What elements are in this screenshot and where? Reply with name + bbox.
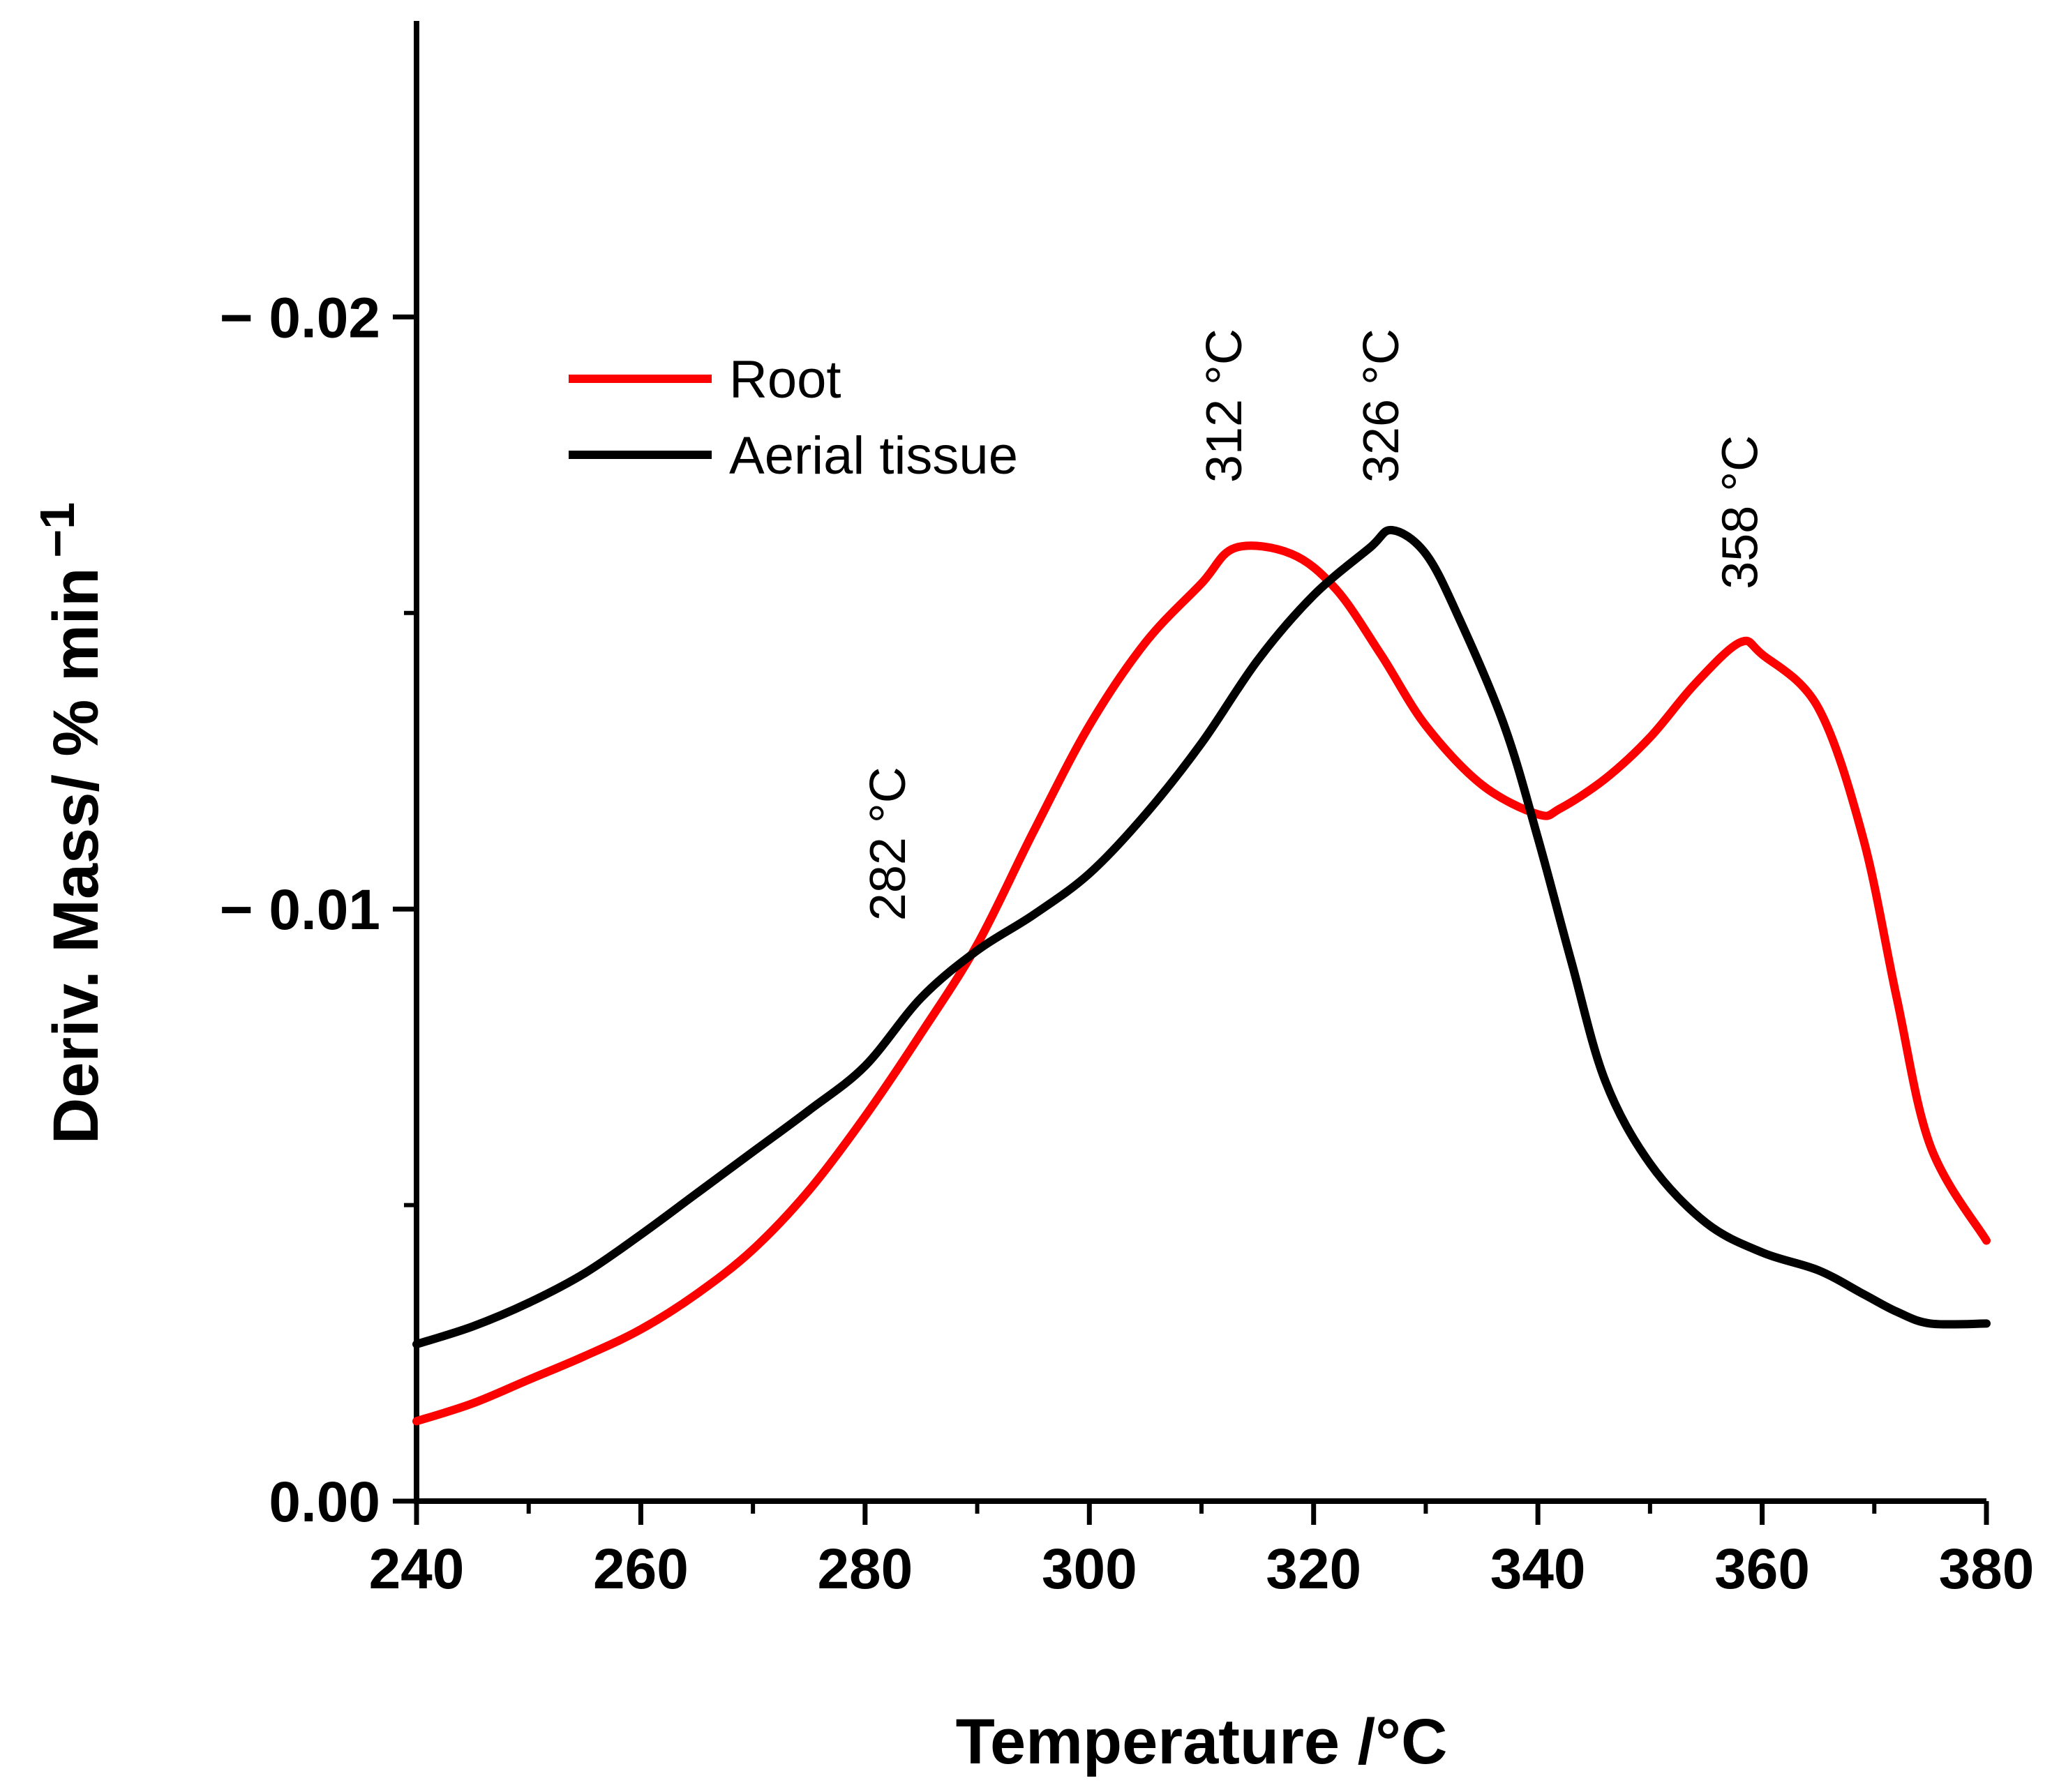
x-tick-label-260: 260 (593, 1537, 689, 1601)
x-tick-labels: 240 260 280 300 320 340 360 380 (369, 1537, 2035, 1601)
legend-label-root: Root (729, 350, 841, 409)
x-tick-label-320: 320 (1266, 1537, 1361, 1601)
annotations: 282 °C 312 °C 326 °C 358 °C (860, 329, 1768, 921)
annotation-312: 312 °C (1197, 329, 1252, 483)
y-ticks (393, 314, 417, 1504)
x-axis-title: Temperature /°C (956, 1706, 1448, 1777)
x-tick-label-360: 360 (1714, 1537, 1810, 1601)
x-tick-label-380: 380 (1939, 1537, 2035, 1601)
legend: Root Aerial tissue (569, 350, 1018, 485)
y-axis-title-superscript: −1 (30, 502, 84, 558)
annotation-282: 282 °C (860, 767, 916, 921)
y-axis-title-main: Deriv. Mass/ % min (40, 568, 112, 1145)
x-tick-label-340: 340 (1490, 1537, 1586, 1601)
x-ticks (414, 1501, 1989, 1525)
x-tick-label-280: 280 (817, 1537, 913, 1601)
y-tick-label-2: − 0.02 (220, 286, 380, 349)
series-line-root (412, 541, 1991, 1426)
y-tick-labels: 0.00 − 0.01 − 0.02 (220, 286, 380, 1534)
legend-label-aerial: Aerial tissue (729, 426, 1018, 485)
series-line-aerial-tissue (412, 525, 1991, 1349)
annotation-358: 358 °C (1712, 435, 1768, 589)
annotation-326: 326 °C (1354, 329, 1409, 483)
x-tick-label-300: 300 (1042, 1537, 1137, 1601)
series-group (412, 525, 1991, 1426)
y-axis-title-group: Deriv. Mass/ % min −1 (30, 502, 112, 1144)
y-tick-label-0: 0.00 (269, 1470, 380, 1534)
y-axis-title: Deriv. Mass/ % min −1 (30, 502, 112, 1144)
x-tick-label-240: 240 (369, 1537, 465, 1601)
y-tick-label-1: − 0.01 (220, 878, 380, 942)
